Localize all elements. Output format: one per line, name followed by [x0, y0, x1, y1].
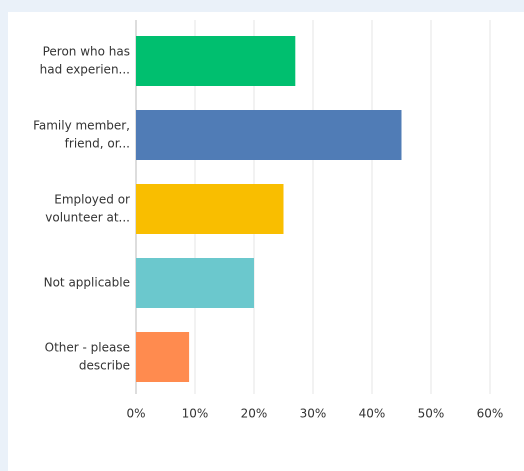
- y-tick-label: Peron who has: [43, 45, 130, 59]
- bar: [136, 110, 402, 160]
- y-tick-label: volunteer at...: [45, 211, 130, 225]
- y-tick-label: Not applicable: [44, 276, 130, 290]
- y-tick-label: Employed or: [54, 193, 130, 207]
- x-tick-label: 50%: [418, 407, 445, 421]
- x-tick-label: 10%: [182, 407, 209, 421]
- panel: [8, 12, 524, 471]
- y-tick-label: Other - please: [45, 341, 130, 355]
- x-tick-label: 20%: [241, 407, 268, 421]
- y-tick-label: had experien...: [40, 63, 130, 77]
- x-tick-label: 30%: [300, 407, 327, 421]
- x-tick-label: 60%: [477, 407, 504, 421]
- y-tick-label: friend, or...: [65, 137, 130, 151]
- x-tick-label: 0%: [126, 407, 145, 421]
- x-tick-label: 40%: [359, 407, 386, 421]
- bar: [136, 184, 284, 234]
- y-tick-label: Family member,: [33, 119, 130, 133]
- bar: [136, 258, 254, 308]
- bar: [136, 332, 190, 382]
- bar: [136, 36, 296, 86]
- y-tick-label: describe: [79, 359, 130, 373]
